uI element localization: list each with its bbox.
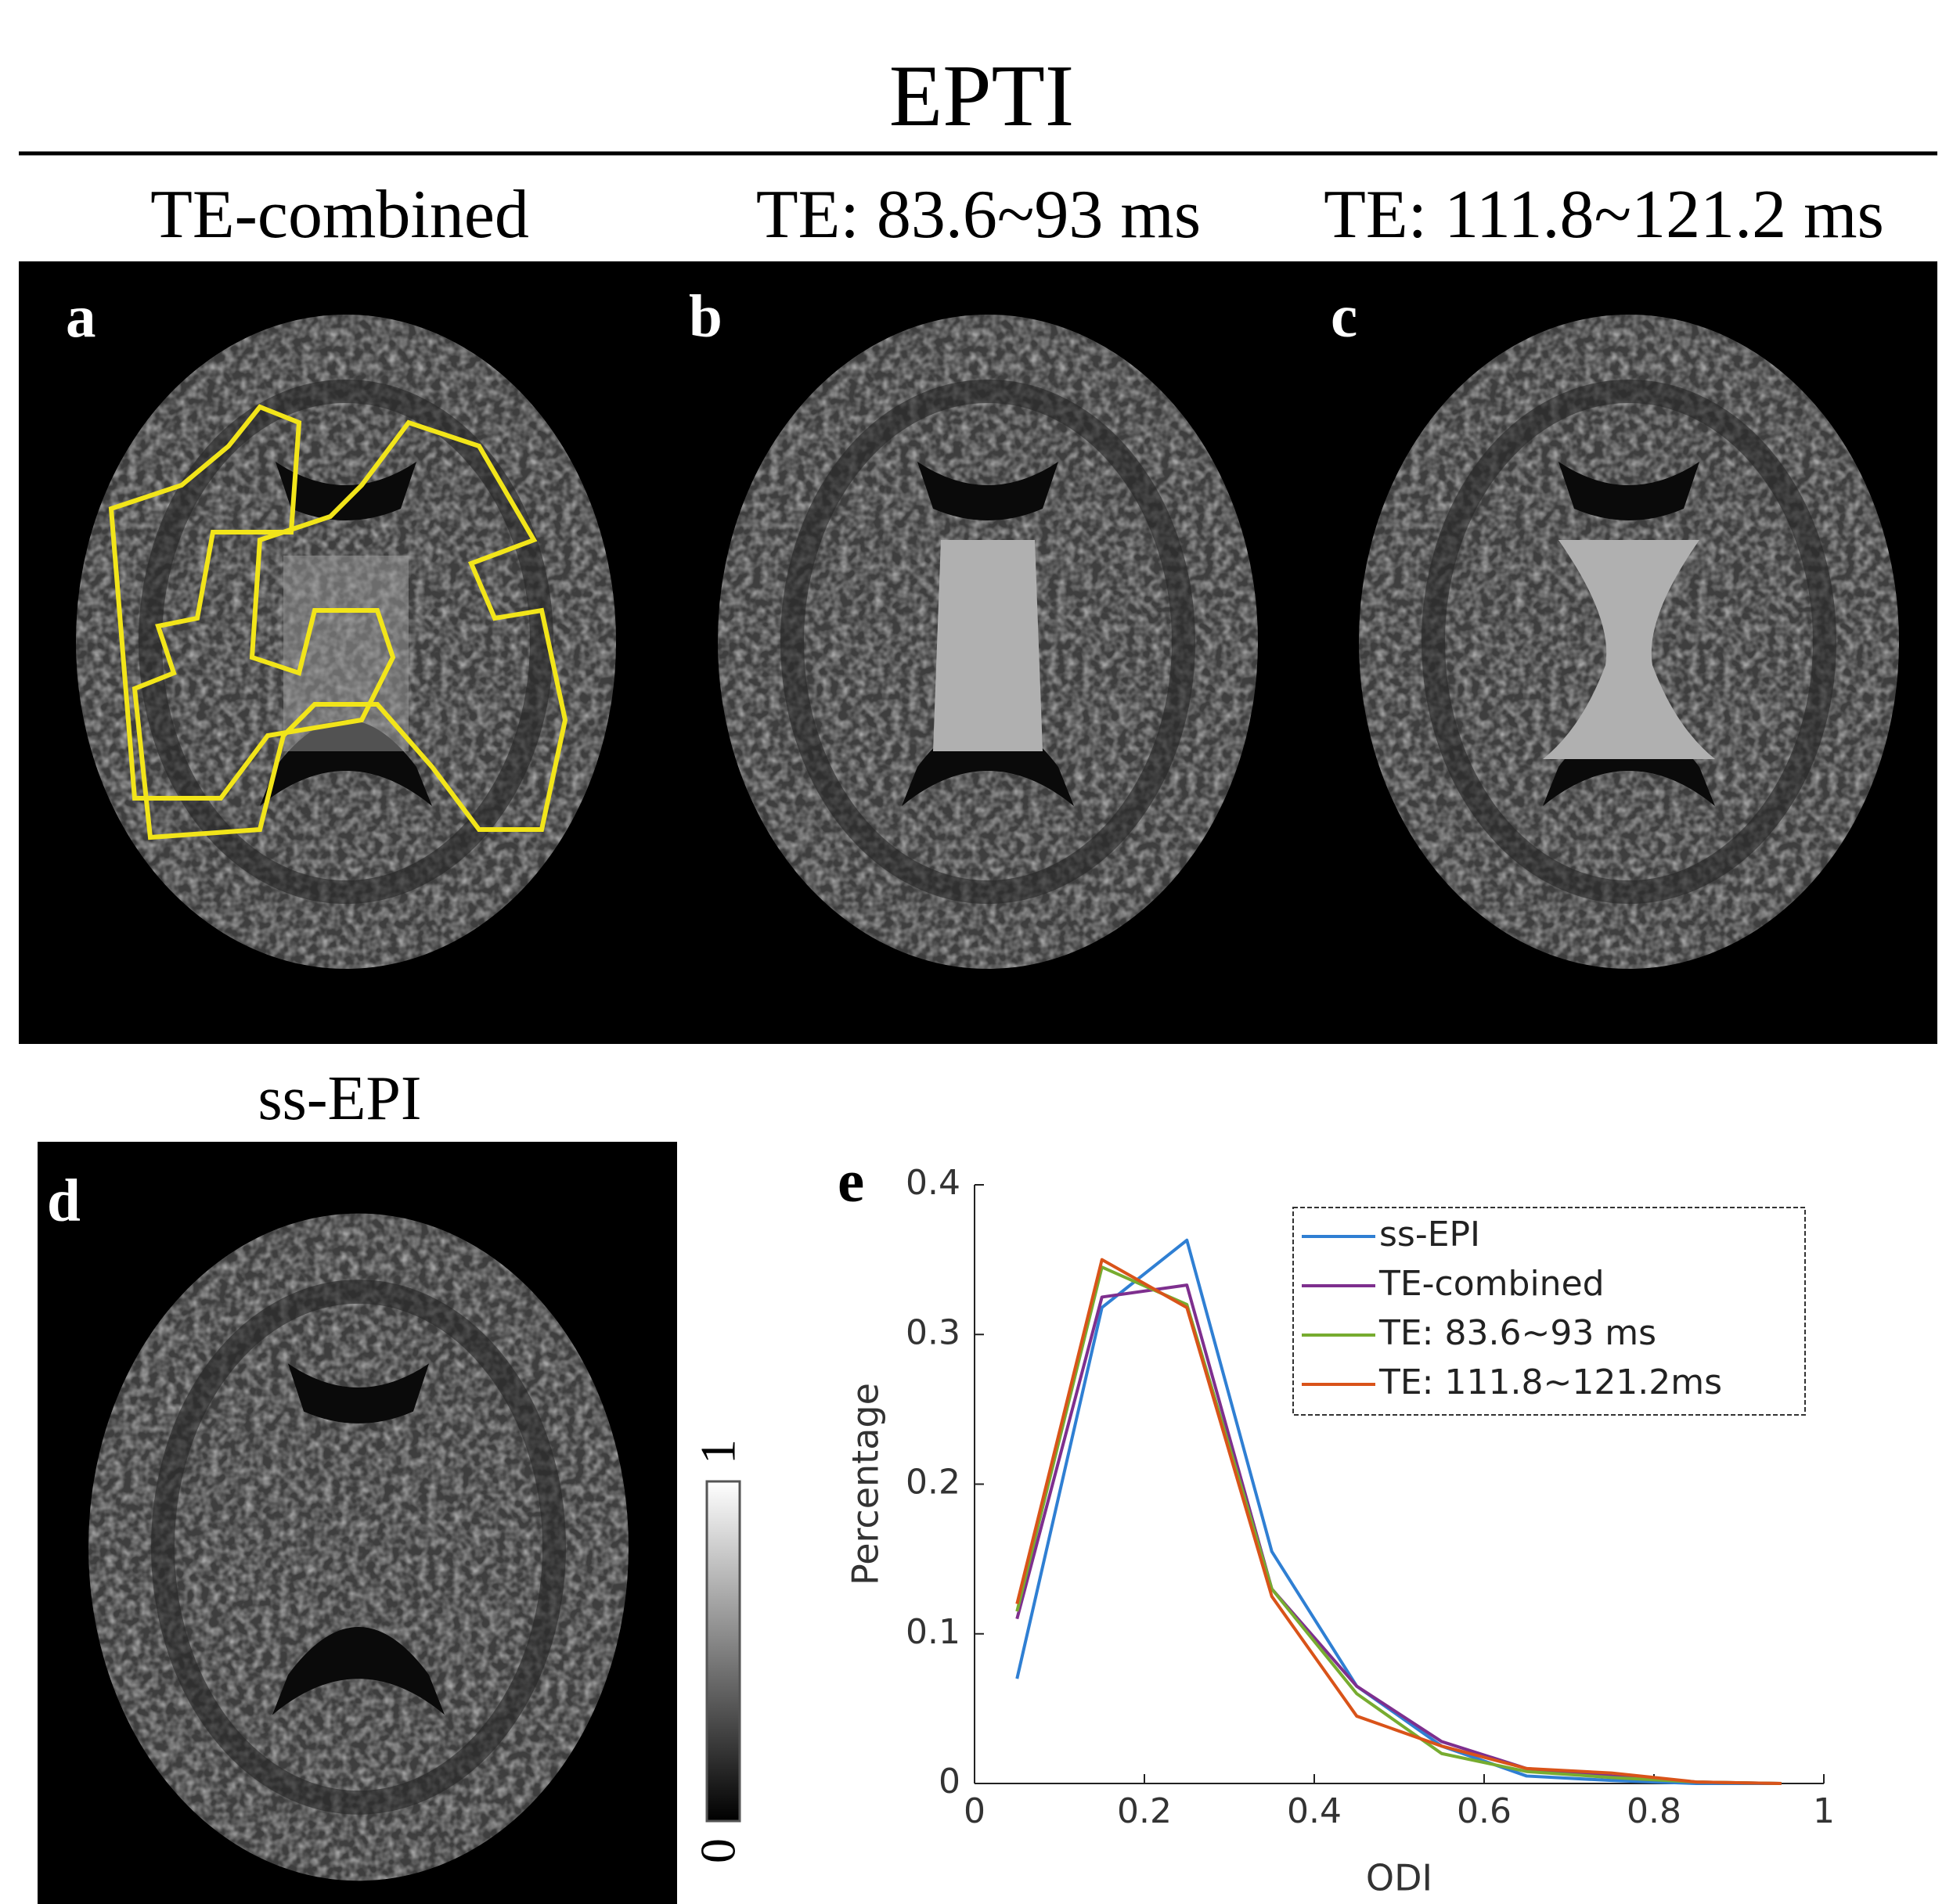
y-tick-label: 0 <box>939 1762 960 1801</box>
line-chart: 0 0.1 0.2 0.3 0.4 0 0.2 0.4 0.6 0.8 1 ODI Percentage… <box>845 1163 1836 1899</box>
panel-label: b <box>689 283 722 350</box>
legend-label: TE-combined <box>1378 1264 1605 1304</box>
column-title: TE: 83.6~93 ms <box>756 177 1201 253</box>
colorbar-tick-label: 0 <box>690 1838 746 1863</box>
legend-label: ss-EPI <box>1379 1215 1480 1254</box>
x-tick-label: 0.2 <box>1117 1791 1172 1831</box>
y-tick-label: 0.3 <box>906 1312 960 1352</box>
legend-label: TE: 83.6~93 ms <box>1378 1313 1656 1353</box>
x-axis-label: ODI <box>1366 1857 1432 1899</box>
legend-box <box>1292 1207 1806 1416</box>
colorbar <box>705 1480 741 1823</box>
column-title: TE: 111.8~121.2 ms <box>1324 177 1884 253</box>
brain-image <box>718 315 1258 969</box>
panel-label: e <box>838 1147 864 1215</box>
y-tick-label: 0.2 <box>906 1463 960 1503</box>
roi-outline <box>108 404 568 840</box>
colorbar-tick-label: 1 <box>690 1439 746 1464</box>
legend-label: TE: 111.8~121.2ms <box>1378 1362 1722 1402</box>
x-tick-label: 0.6 <box>1457 1791 1512 1831</box>
brain-image <box>1359 315 1899 969</box>
y-tick-label: 0.4 <box>906 1163 960 1203</box>
panel-title: ss-EPI <box>258 1064 422 1133</box>
x-tick-label: 1 <box>1813 1791 1835 1831</box>
y-tick-label: 0.1 <box>906 1612 960 1652</box>
panel-label: c <box>1331 283 1357 350</box>
x-tick-label: 0.8 <box>1627 1791 1681 1831</box>
panel-label: d <box>47 1167 81 1234</box>
brain-image <box>88 1214 629 1881</box>
x-tick-label: 0 <box>964 1791 986 1831</box>
column-title: TE-combined <box>150 177 529 253</box>
figure-title: EPTI <box>889 48 1074 145</box>
colorbar-ticks: 01 <box>690 1439 746 1863</box>
y-axis-label: Percentage <box>845 1383 887 1585</box>
brain-image <box>76 315 616 969</box>
panel-label: a <box>66 283 96 350</box>
series-line <box>1015 1265 1782 1785</box>
x-tick-label: 0.4 <box>1287 1791 1342 1831</box>
series-line <box>1015 1258 1782 1785</box>
series-line <box>1015 1238 1782 1785</box>
